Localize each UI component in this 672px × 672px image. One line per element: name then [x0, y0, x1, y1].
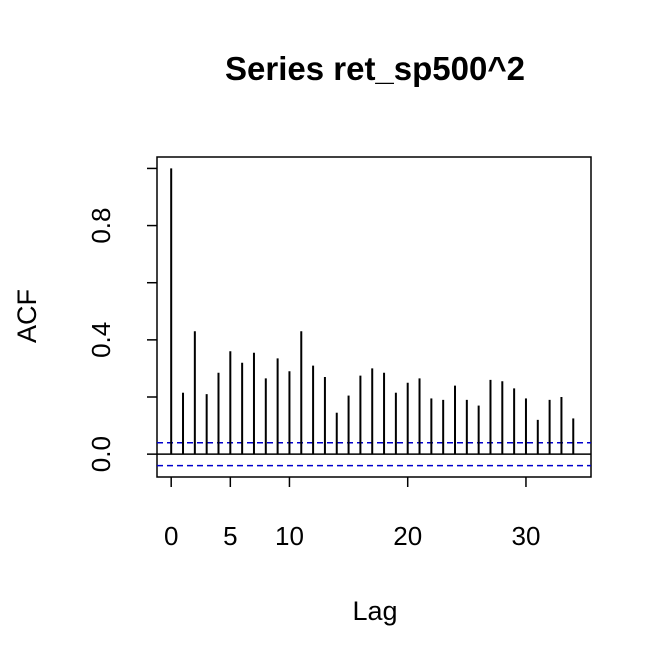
chart-title: Series ret_sp500^2 — [225, 50, 525, 87]
y-tick-label: 0.0 — [86, 436, 116, 472]
y-tick-label: 0.8 — [86, 207, 116, 243]
y-axis-label: ACF — [12, 289, 42, 343]
acf-bars — [170, 168, 575, 455]
x-tick-label: 10 — [275, 521, 304, 551]
x-axis-label: Lag — [352, 596, 397, 626]
y-tick-label: 0.4 — [86, 322, 116, 358]
y-axis: 0.0 0.4 0.8 — [86, 167, 157, 472]
x-tick-label: 0 — [164, 521, 178, 551]
x-tick-label: 5 — [223, 521, 237, 551]
x-axis: 0 5 10 20 30 — [164, 477, 540, 551]
x-tick-label: 20 — [393, 521, 422, 551]
x-tick-label: 30 — [511, 521, 540, 551]
plot-frame — [156, 156, 592, 478]
